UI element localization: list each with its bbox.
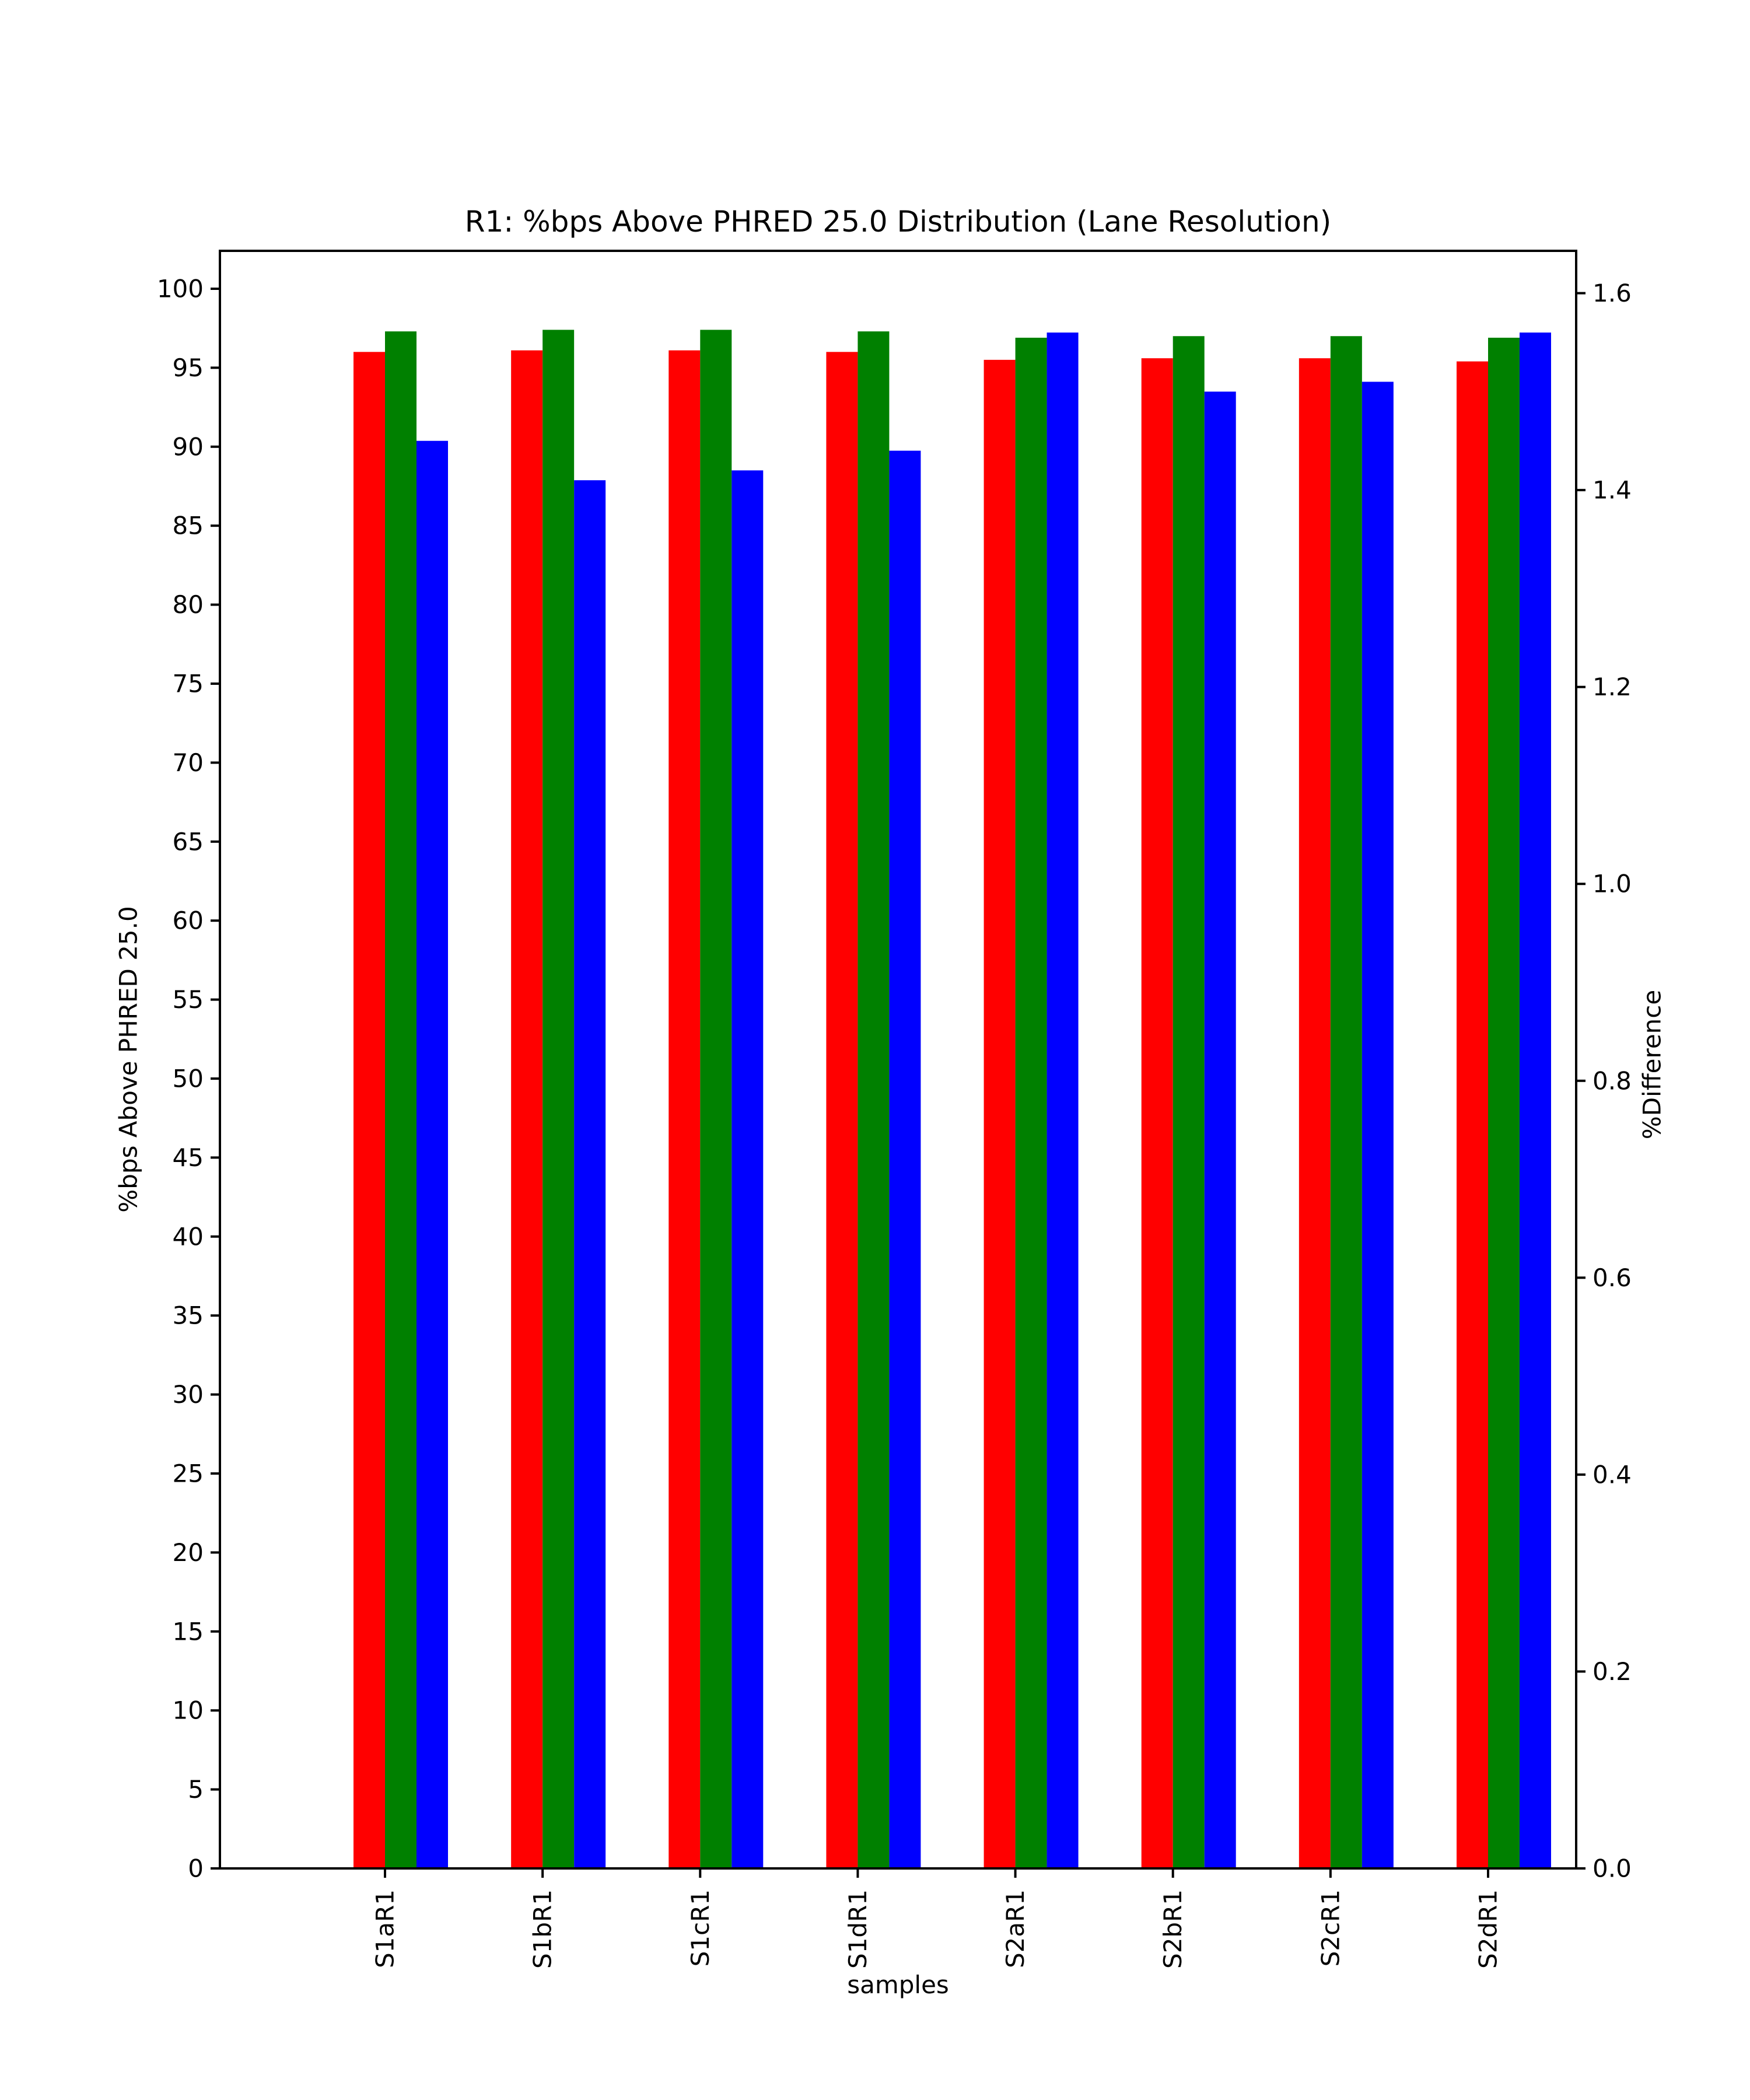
bar-S1cR1-red-left-axis [668,350,701,1868]
y-tick-label-left-0: 0 [188,1854,204,1883]
x-tick-label-S1bR1: S1bR1 [528,1889,557,1969]
bar-S1bR1-red-left-axis [511,350,543,1868]
x-tick-label-S1cR1: S1cR1 [686,1889,715,1966]
chart-title: R1: %bps Above PHRED 25.0 Distribution (… [464,205,1332,239]
bar-S1aR1-green-left-axis [385,331,416,1868]
y-tick-label-left-65: 65 [173,827,204,856]
y-tick-label-left-75: 75 [173,669,204,698]
y-tick-label-left-10: 10 [173,1696,204,1725]
axes-spines [219,250,1577,1870]
y-tick-label-left-80: 80 [173,590,204,619]
y-tick-label-left-15: 15 [173,1617,204,1646]
bar-S1dR1-red-left-axis [826,352,858,1868]
bar-S1cR1-blue-right-axis [732,470,764,1869]
y-tick-label-left-25: 25 [173,1459,204,1488]
y-tick-label-right-0.8: 0.8 [1592,1066,1632,1095]
bar-S2dR1-red-left-axis [1457,361,1488,1868]
bar-S1dR1-green-left-axis [858,331,890,1868]
y-tick-label-left-5: 5 [188,1775,204,1804]
bar-S1dR1-blue-right-axis [889,450,921,1868]
y-tick-label-right-1.4: 1.4 [1592,476,1632,505]
bar-S2aR1-green-left-axis [1015,337,1047,1868]
y-tick-label-left-55: 55 [173,985,204,1014]
bar-S2dR1-green-left-axis [1488,337,1520,1868]
y-tick-label-left-90: 90 [173,432,204,461]
bar-S1cR1-green-left-axis [700,330,732,1868]
x-tick-label-S1aR1: S1aR1 [371,1889,400,1968]
x-tick-label-S2aR1: S2aR1 [1001,1889,1030,1968]
bar-S2bR1-red-left-axis [1141,358,1173,1868]
x-axis-label: samples [847,1971,949,1999]
bar-S2bR1-green-left-axis [1172,336,1205,1868]
y-tick-label-left-35: 35 [173,1301,204,1330]
bar-S2dR1-blue-right-axis [1520,332,1551,1869]
y-tick-label-left-40: 40 [173,1222,204,1251]
bar-S2aR1-blue-right-axis [1046,332,1079,1869]
x-tick-label-S2cR1: S2cR1 [1316,1889,1345,1966]
x-tick-label-S1dR1: S1dR1 [844,1889,872,1969]
y-tick-label-right-1.2: 1.2 [1592,673,1632,701]
bar-S1bR1-green-left-axis [542,330,575,1868]
bar-S2cR1-red-left-axis [1298,358,1331,1868]
y-tick-label-right-0.0: 0.0 [1592,1854,1632,1883]
bar-S2aR1-red-left-axis [984,359,1016,1868]
y-tick-label-right-0.6: 0.6 [1592,1264,1632,1292]
y-tick-label-left-20: 20 [173,1538,204,1567]
bar-S1aR1-blue-right-axis [416,440,448,1869]
y-tick-label-right-1.0: 1.0 [1592,870,1632,898]
y-tick-label-left-95: 95 [173,354,204,382]
x-tick-label-S2bR1: S2bR1 [1158,1889,1187,1969]
y-tick-label-left-50: 50 [173,1064,204,1093]
bar-S2cR1-blue-right-axis [1362,382,1394,1868]
y-tick-label-left-30: 30 [173,1380,204,1409]
y-tick-label-right-0.2: 0.2 [1592,1657,1632,1686]
bar-S1aR1-red-left-axis [354,352,385,1868]
y-tick-label-right-0.4: 0.4 [1592,1460,1632,1489]
y-tick-label-right-1.6: 1.6 [1592,279,1632,307]
x-tick-label-S2dR1: S2dR1 [1474,1889,1503,1969]
bar-S1bR1-blue-right-axis [574,480,606,1869]
y-tick-label-left-85: 85 [173,512,204,540]
y-tick-label-left-100: 100 [157,274,204,303]
y-tick-label-left-45: 45 [173,1143,204,1172]
y-tick-label-left-70: 70 [173,748,204,777]
bar-S2bR1-blue-right-axis [1204,391,1236,1868]
y-tick-label-left-60: 60 [173,907,204,935]
bar-S2cR1-green-left-axis [1330,336,1362,1868]
